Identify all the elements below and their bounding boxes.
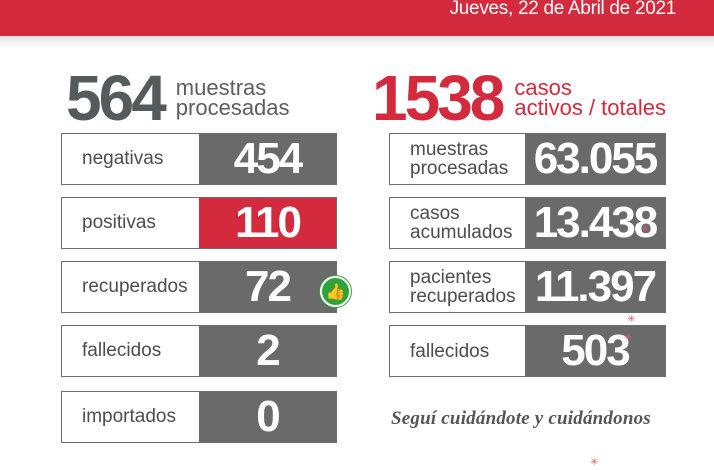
active-cases-label-line1: casos — [514, 75, 572, 100]
stat-label: fallecidos — [390, 326, 525, 376]
stat-value: 72 — [199, 262, 336, 312]
stat-value: 0 — [199, 392, 336, 442]
stat-value-highlight: 110 — [199, 198, 336, 248]
stat-label: pacientes recuperados — [390, 262, 525, 312]
active-cases-label-line2: activos / totales — [514, 95, 667, 120]
samples-processed-label: muestras procesadas — [175, 75, 290, 120]
stat-label: positivas — [62, 198, 199, 248]
sparkle-decoration: ✳ — [641, 224, 650, 235]
sparkle-decoration: ✳ — [590, 457, 599, 468]
stat-value: 454 — [199, 134, 336, 184]
stat-value: 11.397 — [525, 262, 665, 312]
tagline: Seguí cuidándote y cuidándonos — [391, 408, 651, 429]
stat-label-line1: muestras — [410, 139, 489, 160]
stat-value: 503 — [525, 326, 665, 376]
stat-label: recuperados — [62, 262, 199, 312]
stat-row-importados: importados 0 — [61, 391, 337, 443]
stat-row-fallecidos: fallecidos 2 — [61, 325, 337, 377]
stat-label-line2: recuperados — [410, 286, 516, 307]
sparkle-decoration: ✳ — [624, 332, 633, 343]
stat-label-line1: fallecidos — [410, 340, 490, 362]
stat-row-recuperados: recuperados 72 — [61, 261, 337, 313]
stat-label-line1: casos — [410, 203, 460, 224]
banner-shadow — [0, 36, 714, 48]
stat-label: muestras procesadas — [390, 134, 525, 184]
stat-label: fallecidos — [62, 326, 199, 376]
thumbs-up-icon: 👍 — [320, 276, 351, 307]
report-date: Jueves, 22 de Abril de 2021 — [449, 0, 677, 19]
stat-row-positivas: positivas 110 — [61, 197, 337, 249]
stat-row-muestras-procesadas: muestras procesadas 63.055 — [389, 133, 666, 185]
stat-label: casos acumulados — [390, 198, 525, 248]
stat-label: importados — [62, 392, 199, 442]
stat-label: negativas — [62, 134, 199, 184]
sparkle-decoration: ✳ — [627, 314, 636, 325]
samples-label-line1: muestras — [175, 75, 267, 100]
stat-row-negativas: negativas 454 — [61, 133, 337, 185]
stat-value: 2 — [199, 326, 336, 376]
top-banner: Jueves, 22 de Abril de 2021 — [0, 0, 714, 36]
active-cases-label: casos activos / totales — [514, 75, 667, 120]
stat-value: 63.055 — [525, 134, 665, 184]
stat-label-line2: acumulados — [410, 222, 513, 243]
stat-row-pacientes-recuperados: pacientes recuperados 11.397 — [389, 261, 666, 313]
stat-row-fallecidos-total: fallecidos 503 — [389, 325, 666, 377]
active-cases-headline: 1538 casos activos / totales — [372, 66, 666, 130]
stat-row-casos-acumulados: casos acumulados 13.438 — [389, 197, 666, 249]
stat-label-line1: pacientes — [410, 267, 492, 288]
stat-value: 13.438 — [525, 198, 665, 248]
stat-label-line2: procesadas — [410, 158, 509, 179]
samples-processed-count: 564 — [66, 62, 167, 134]
samples-label-line2: procesadas — [175, 95, 290, 120]
active-cases-count: 1538 — [372, 62, 505, 134]
samples-processed-headline: 564 muestras procesadas — [66, 66, 290, 130]
